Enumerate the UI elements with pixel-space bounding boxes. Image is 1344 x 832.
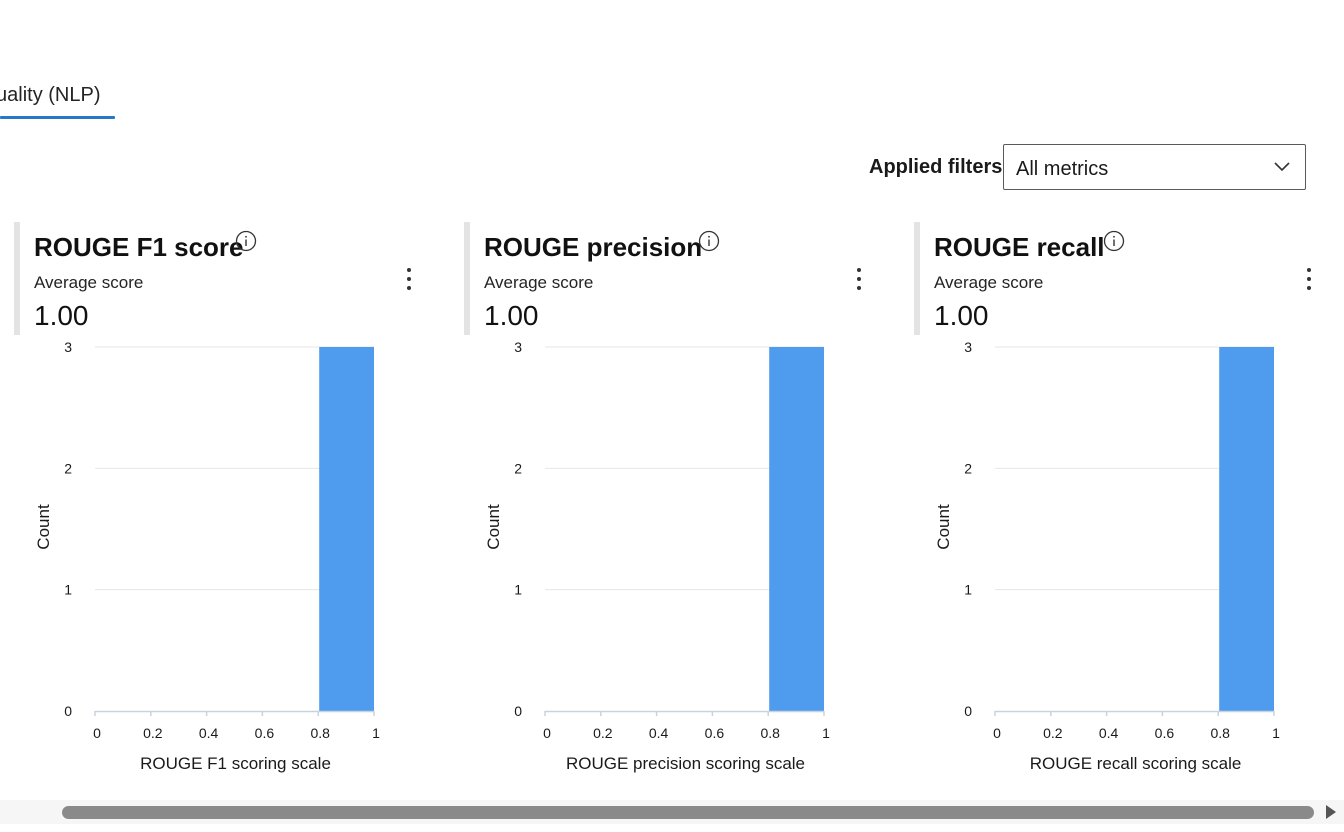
x-tick-label: 0 (993, 725, 1001, 741)
y-tick-label: 0 (514, 703, 522, 719)
y-tick-label: 1 (964, 582, 972, 598)
card-subtitle: Average score (484, 273, 594, 292)
card-accent-bar (464, 222, 470, 335)
x-tick-label: 0 (93, 725, 101, 741)
x-tick-label: 0.8 (760, 725, 780, 741)
applied-filters-label: Applied filters (869, 156, 1003, 178)
x-tick-label: 1 (372, 725, 380, 741)
y-tick-label: 1 (514, 582, 522, 598)
chevron-down-icon (1274, 162, 1290, 172)
x-tick-label: 0 (543, 725, 551, 741)
histogram-chart: 0 1 2 3 0 0.2 0.4 0.6 0.8 1 ROUGE precision scorin… (484, 339, 830, 773)
x-tick-label: 0.2 (143, 725, 163, 741)
horizontal-scrollbar-thumb[interactable] (62, 806, 1314, 819)
histogram-bar (769, 347, 824, 711)
y-tick-label: 2 (64, 460, 72, 476)
metrics-filter-value: All metrics (1016, 158, 1109, 180)
y-tick-label: 2 (964, 460, 972, 476)
card-accent-bar (14, 222, 20, 335)
scroll-right-arrow-icon[interactable] (1326, 805, 1336, 819)
x-tick-label: 0.2 (1043, 725, 1063, 741)
x-tick-label: 0.4 (1099, 725, 1119, 741)
x-tick-label: 0.4 (199, 725, 219, 741)
x-tick-label: 0.8 (310, 725, 330, 741)
more-options-icon[interactable] (402, 266, 416, 294)
y-tick-label: 3 (514, 339, 522, 355)
histogram-bar (1219, 347, 1274, 711)
metric-card-rouge-recall: ROUGE recall Average score 1.00 0 1 2 3 0 0.2… (914, 222, 1334, 782)
metrics-filter-dropdown[interactable]: All metrics (1003, 144, 1306, 190)
tab-quality-nlp[interactable]: uality (NLP) (0, 84, 101, 106)
info-icon[interactable] (235, 230, 257, 252)
card-average-value: 1.00 (484, 300, 539, 331)
histogram-chart: 0 1 2 3 0 0.2 0.4 0.6 0.8 1 ROUGE F1 scoring scale… (34, 339, 380, 773)
info-icon[interactable] (1103, 230, 1125, 252)
x-tick-label: 0.6 (255, 725, 275, 741)
x-tick-label: 0.6 (705, 725, 725, 741)
card-title: ROUGE F1 score (34, 232, 244, 262)
tab-active-indicator (0, 116, 115, 119)
y-tick-label: 1 (64, 582, 72, 598)
y-tick-label: 3 (64, 339, 72, 355)
x-tick-label: 0.6 (1155, 725, 1175, 741)
more-options-icon[interactable] (852, 266, 866, 294)
x-tick-label: 1 (822, 725, 830, 741)
y-tick-label: 0 (964, 703, 972, 719)
card-average-value: 1.00 (934, 300, 989, 331)
card-subtitle: Average score (34, 273, 144, 292)
x-tick-label: 0.2 (593, 725, 613, 741)
card-average-value: 1.00 (34, 300, 89, 331)
x-axis-title: ROUGE F1 scoring scale (140, 754, 331, 773)
y-tick-label: 3 (964, 339, 972, 355)
x-tick-label: 1 (1272, 725, 1280, 741)
y-tick-label: 0 (64, 703, 72, 719)
histogram-bar (319, 347, 374, 711)
x-tick-label: 0.4 (649, 725, 669, 741)
card-title: ROUGE precision (484, 232, 703, 262)
y-axis-title: Count (484, 504, 503, 550)
x-axis-title: ROUGE recall scoring scale (1030, 754, 1242, 773)
y-tick-label: 2 (514, 460, 522, 476)
more-options-icon[interactable] (1302, 266, 1316, 294)
card-accent-bar (914, 222, 920, 335)
card-title: ROUGE recall (934, 232, 1105, 262)
y-axis-title: Count (34, 504, 53, 550)
y-axis-title: Count (934, 504, 953, 550)
x-axis-title: ROUGE precision scoring scale (566, 754, 805, 773)
x-tick-label: 0.8 (1210, 725, 1230, 741)
card-subtitle: Average score (934, 273, 1044, 292)
histogram-chart: 0 1 2 3 0 0.2 0.4 0.6 0.8 1 ROUGE recall scoring s… (934, 339, 1280, 773)
info-icon[interactable] (698, 230, 720, 252)
